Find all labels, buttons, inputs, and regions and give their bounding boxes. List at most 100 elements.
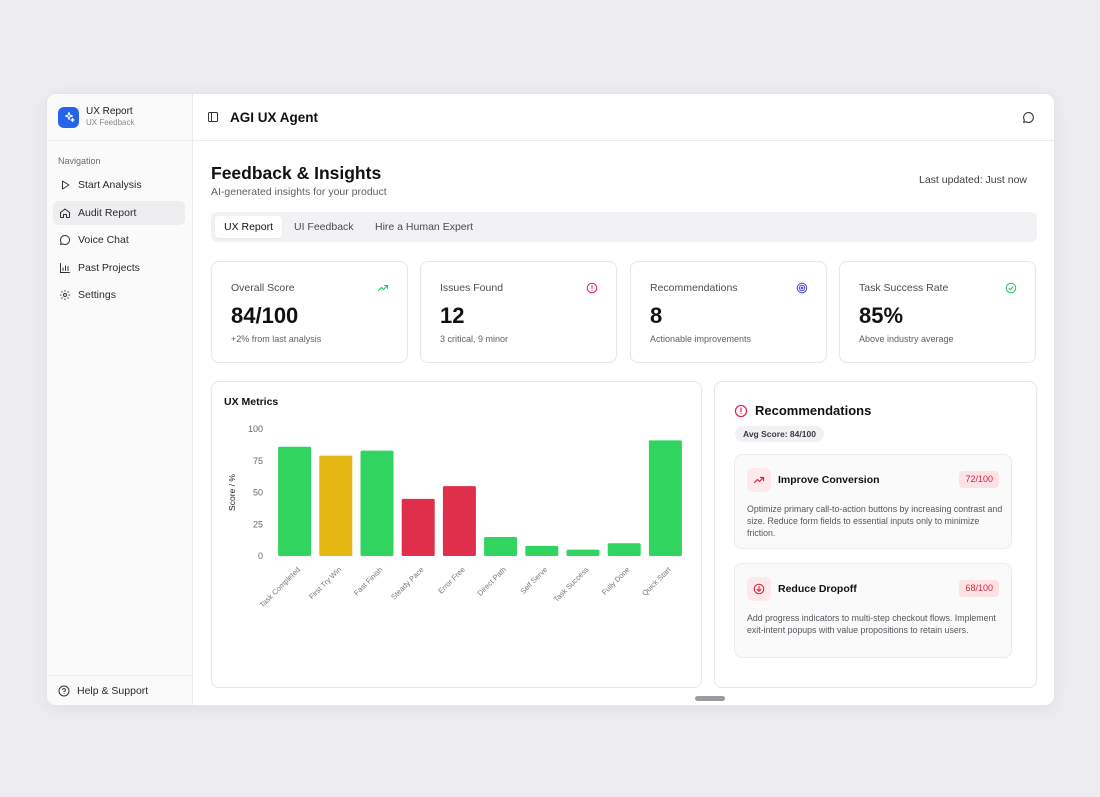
- stat-label: Task Success Rate: [859, 282, 949, 294]
- stat-card-task-success-rate: Task Success Rate 85% Above industry ave…: [839, 261, 1036, 363]
- sidebar-item-label: Start Analysis: [78, 179, 142, 191]
- sidebar-nav: Start Analysis Audit Report Voice Chat P…: [53, 173, 185, 311]
- stat-note: +2% from last analysis: [231, 334, 322, 344]
- main-content: Feedback & Insights AI-generated insight…: [193, 141, 1054, 705]
- chart-bar[interactable]: [484, 536, 518, 556]
- x-tick-label: Fast Finish: [352, 565, 384, 597]
- sidebar-item-past-projects[interactable]: Past Projects: [53, 256, 185, 280]
- y-tick-label: 0: [258, 551, 263, 561]
- target-icon: [796, 282, 808, 294]
- recommendation-score-badge: 72/100: [959, 471, 999, 488]
- stat-value: 8: [650, 303, 663, 328]
- sidebar: UX Report UX Feedback Navigation Start A…: [47, 94, 193, 705]
- home-icon: [60, 208, 70, 218]
- chart-bar[interactable]: [525, 545, 559, 556]
- x-tick-label: Error Free: [436, 565, 467, 596]
- play-icon: [62, 180, 70, 190]
- brand-subtitle: UX Feedback: [86, 118, 135, 127]
- x-tick-label: Self Serve: [518, 565, 549, 596]
- sidebar-item-voice-chat[interactable]: Voice Chat: [53, 228, 185, 252]
- avg-score-badge: Avg Score: 84/100: [735, 426, 824, 442]
- brand[interactable]: UX Report UX Feedback: [47, 94, 192, 141]
- page-subtitle: AI-generated insights for your product: [211, 186, 387, 198]
- recommendation-card-improve-conversion[interactable]: Improve Conversion 72/100 Optimize prima…: [734, 454, 1012, 549]
- stat-card-overall-score: Overall Score 84/100 +2% from last analy…: [211, 261, 408, 363]
- sidebar-item-audit-report[interactable]: Audit Report: [53, 200, 185, 225]
- stat-note: 3 critical, 9 minor: [440, 334, 509, 344]
- scroll-handle[interactable]: [695, 696, 725, 701]
- chart-bar[interactable]: [607, 543, 641, 556]
- chart-bar[interactable]: [648, 440, 682, 556]
- alert-circle-icon: [586, 282, 598, 294]
- x-tick-label: Fully Done: [600, 565, 632, 597]
- recommendation-card-reduce-dropoff[interactable]: Reduce Dropoff 68/100 Add progress indic…: [734, 563, 1012, 658]
- ux-metrics-chart: Score / % 0 25 50 75 100 Task Completed First T…: [227, 424, 682, 609]
- nav-section-label: Navigation: [58, 156, 101, 166]
- chat-bubble-icon: [60, 234, 71, 245]
- sidebar-item-label: Settings: [78, 289, 116, 301]
- recommendation-score-badge: 68/100: [959, 580, 999, 597]
- page-title: Feedback & Insights: [211, 163, 382, 183]
- y-tick-label: 75: [253, 456, 263, 466]
- recommendations-title: Recommendations: [755, 403, 872, 418]
- y-tick-label: 50: [253, 488, 263, 498]
- app-title: AGI UX Agent: [230, 109, 319, 125]
- sidebar-item-label: Past Projects: [78, 261, 140, 274]
- tab-hire-human-expert[interactable]: Hire a Human Expert: [375, 221, 474, 233]
- stat-card-issues-found: Issues Found 12 3 critical, 9 minor: [420, 261, 617, 363]
- help-support-link[interactable]: Help & Support: [47, 675, 192, 705]
- app-window: UX Report UX Feedback Navigation Start A…: [46, 93, 1055, 706]
- chart-bar[interactable]: [319, 455, 353, 556]
- stat-label: Overall Score: [231, 282, 295, 294]
- sidebar-item-start-analysis[interactable]: Start Analysis: [53, 173, 185, 197]
- chart-bar[interactable]: [278, 446, 312, 556]
- x-tick-label: First Try Win: [307, 565, 343, 601]
- recommendation-name: Improve Conversion: [778, 474, 880, 486]
- stat-value: 12: [440, 303, 465, 328]
- tab-ux-report[interactable]: UX Report: [215, 216, 283, 238]
- sidebar-item-label: Voice Chat: [78, 234, 129, 246]
- x-tick-label: Direct Path: [475, 565, 508, 598]
- ux-metrics-panel: UX Metrics Score / % 0 25 50 75 100 Task Compl…: [211, 381, 702, 688]
- stat-note: Above industry average: [859, 334, 954, 344]
- x-tick-label: Task Completed: [258, 565, 302, 609]
- chart-bar[interactable]: [360, 450, 394, 556]
- recommendation-description: Add progress indicators to multi-step ch…: [747, 613, 996, 635]
- stat-label: Issues Found: [440, 282, 504, 294]
- sparkle-icon: [58, 106, 79, 128]
- y-tick-label: 25: [253, 519, 263, 529]
- last-updated-text: Last updated: Just now: [919, 174, 1027, 186]
- check-circle-icon: [1005, 282, 1017, 294]
- trending-up-icon: [377, 284, 389, 292]
- y-tick-label: 100: [248, 424, 263, 434]
- chart-bar[interactable]: [566, 549, 600, 556]
- gear-icon: [60, 290, 70, 300]
- x-tick-label: Quick Start: [640, 564, 673, 597]
- stat-label: Recommendations: [650, 282, 738, 294]
- recommendation-name: Reduce Dropoff: [778, 583, 857, 595]
- chart-title: UX Metrics: [224, 396, 279, 408]
- stat-value: 84/100: [231, 303, 299, 328]
- sidebar-item-settings[interactable]: Settings: [53, 283, 185, 307]
- tab-bar: UX Report UI Feedback Hire a Human Exper…: [211, 212, 1037, 242]
- arrow-down-circle-icon: [753, 583, 765, 595]
- stat-note: Actionable improvements: [650, 334, 752, 344]
- chart-bar[interactable]: [401, 498, 435, 556]
- brand-title: UX Report: [86, 106, 133, 117]
- stat-value: 85%: [859, 303, 904, 328]
- stat-card-recommendations: Recommendations 8 Actionable improvement…: [630, 261, 827, 363]
- alert-circle-icon: [734, 404, 748, 417]
- help-support-label: Help & Support: [77, 684, 149, 697]
- sidebar-toggle-icon[interactable]: [207, 111, 219, 123]
- chat-icon[interactable]: [1022, 111, 1035, 124]
- recommendation-description: Optimize primary call-to-action buttons …: [747, 504, 1003, 538]
- x-tick-label: Task Success: [552, 565, 591, 604]
- trending-up-icon: [753, 476, 765, 484]
- x-tick-label: Steady Pace: [389, 565, 425, 601]
- chart-bar[interactable]: [442, 486, 476, 556]
- y-axis-label: Score / %: [227, 474, 237, 511]
- sidebar-item-label: Audit Report: [78, 206, 137, 219]
- bar-chart-icon: [60, 262, 70, 273]
- top-header: AGI UX Agent: [193, 94, 1054, 141]
- tab-ui-feedback[interactable]: UI Feedback: [294, 221, 354, 233]
